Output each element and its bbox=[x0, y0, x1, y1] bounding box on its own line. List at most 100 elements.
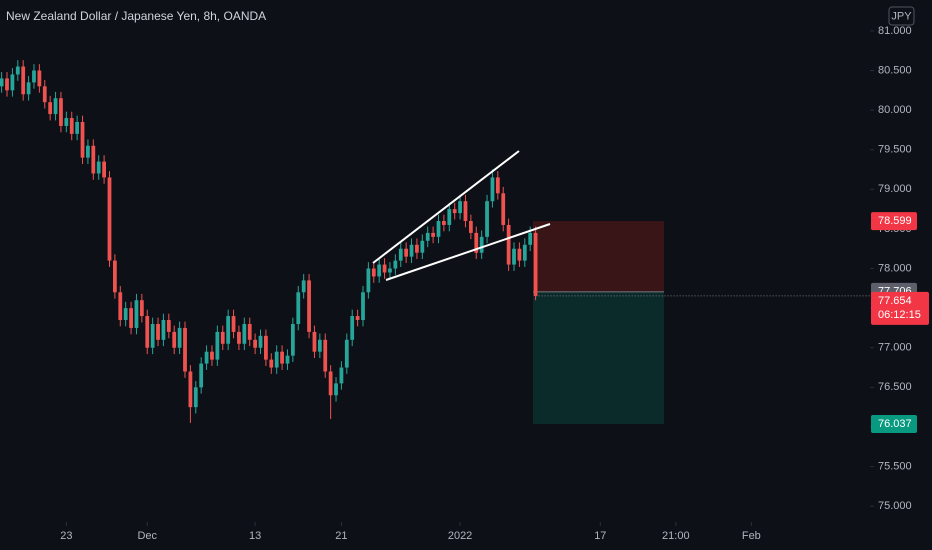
candle-body bbox=[485, 201, 489, 237]
currency-box[interactable] bbox=[888, 6, 915, 26]
candle-body bbox=[26, 82, 31, 95]
x-tick-label: 13 bbox=[249, 530, 261, 542]
candle-body bbox=[258, 335, 263, 348]
stop-zone bbox=[533, 221, 664, 292]
y-tick-label: 76.500 bbox=[878, 381, 912, 393]
candle-body bbox=[183, 327, 187, 372]
candle-body bbox=[226, 316, 231, 344]
y-tick-label: 80.500 bbox=[878, 64, 912, 76]
candle-body bbox=[199, 363, 204, 388]
candle-body bbox=[32, 70, 36, 83]
candle-body bbox=[350, 316, 355, 340]
y-tick-label: 75.000 bbox=[878, 500, 912, 512]
candle-body bbox=[355, 316, 360, 321]
candle-body bbox=[501, 193, 506, 225]
candle-body bbox=[415, 244, 419, 253]
candle-body bbox=[334, 383, 338, 396]
candle-body bbox=[0, 78, 4, 87]
candle-body bbox=[404, 248, 409, 257]
candle-body bbox=[53, 98, 58, 115]
candle-body bbox=[296, 292, 301, 324]
candle-body bbox=[371, 268, 376, 277]
candle-body bbox=[15, 66, 20, 75]
y-tick-label: 75.500 bbox=[878, 460, 912, 472]
candle-body bbox=[80, 121, 85, 158]
candle-body bbox=[490, 177, 495, 202]
chart-title: New Zealand Dollar / Japanese Yen, 8h, O… bbox=[6, 9, 266, 23]
candle-body bbox=[37, 70, 42, 87]
candle-body bbox=[247, 323, 252, 340]
candle-body bbox=[431, 232, 435, 237]
candle-body bbox=[274, 351, 279, 368]
position-zones bbox=[533, 221, 870, 425]
candle-body bbox=[285, 355, 290, 364]
candle-body bbox=[522, 244, 527, 261]
trendline-upper bbox=[372, 150, 520, 264]
candle-body bbox=[328, 371, 333, 396]
y-tick-label: 81.000 bbox=[878, 25, 912, 37]
price-axis: 75.00075.50076.00076.50077.00077.50078.0… bbox=[60, 25, 929, 542]
candle-body bbox=[193, 387, 198, 408]
x-tick-label: 21 bbox=[335, 530, 347, 542]
candle-body bbox=[118, 292, 123, 321]
trendline-lower bbox=[385, 223, 551, 281]
x-tick-label: 23 bbox=[60, 530, 72, 542]
candle-body bbox=[48, 102, 53, 115]
candle-body bbox=[344, 339, 349, 368]
candle-body bbox=[253, 339, 258, 348]
candle-body bbox=[463, 201, 468, 221]
x-tick-label: Feb bbox=[742, 530, 761, 542]
candle-body bbox=[458, 201, 462, 214]
x-tick-label: 17 bbox=[594, 530, 606, 542]
candle-body bbox=[312, 331, 317, 352]
stop-label: 78.599 bbox=[878, 215, 912, 227]
candle-body bbox=[161, 320, 166, 340]
candle-body bbox=[388, 268, 392, 273]
candle-body bbox=[301, 280, 306, 293]
candle-body bbox=[366, 268, 371, 293]
last-price-bg bbox=[871, 291, 929, 325]
candle-body bbox=[242, 323, 247, 344]
y-tick-label: 79.500 bbox=[878, 144, 912, 156]
candle-body bbox=[479, 236, 484, 253]
countdown-label: 06:12:15 bbox=[878, 309, 921, 321]
stop-label-bg bbox=[871, 212, 917, 231]
candle-body bbox=[69, 118, 74, 134]
candle-body bbox=[91, 145, 96, 174]
candle-body bbox=[339, 367, 344, 384]
candle-body bbox=[264, 335, 268, 360]
candle-body bbox=[10, 74, 15, 91]
candle-body bbox=[145, 316, 150, 348]
last-price-label: 77.654 bbox=[878, 295, 912, 307]
candle-body bbox=[468, 220, 473, 233]
currency[interactable]: JPY bbox=[891, 10, 912, 22]
candle-body bbox=[86, 145, 90, 158]
candle-body bbox=[361, 292, 365, 321]
candle-body bbox=[512, 248, 516, 265]
candle-body bbox=[215, 331, 220, 360]
candle-body bbox=[436, 220, 441, 237]
candle-body bbox=[156, 323, 160, 340]
candle-body bbox=[447, 209, 452, 225]
candle-body bbox=[290, 323, 295, 356]
candle-body bbox=[139, 300, 144, 317]
candle-body bbox=[112, 260, 117, 293]
candle-body bbox=[533, 232, 538, 296]
candle-body bbox=[506, 224, 511, 265]
y-tick-label: 80.000 bbox=[878, 104, 912, 116]
candle-body bbox=[102, 161, 106, 178]
y-tick-label: 77.000 bbox=[878, 342, 912, 354]
candle-body bbox=[75, 121, 80, 134]
candle-body bbox=[323, 339, 328, 372]
y-tick-label: 79.000 bbox=[878, 183, 912, 195]
candle-body bbox=[452, 209, 457, 214]
candle-body bbox=[129, 308, 133, 328]
candle-body bbox=[210, 351, 214, 360]
candle-body bbox=[409, 244, 414, 257]
candle-body bbox=[21, 66, 26, 95]
target-label-bg bbox=[871, 415, 917, 434]
candle-body bbox=[377, 264, 382, 277]
target-zone bbox=[533, 291, 664, 425]
